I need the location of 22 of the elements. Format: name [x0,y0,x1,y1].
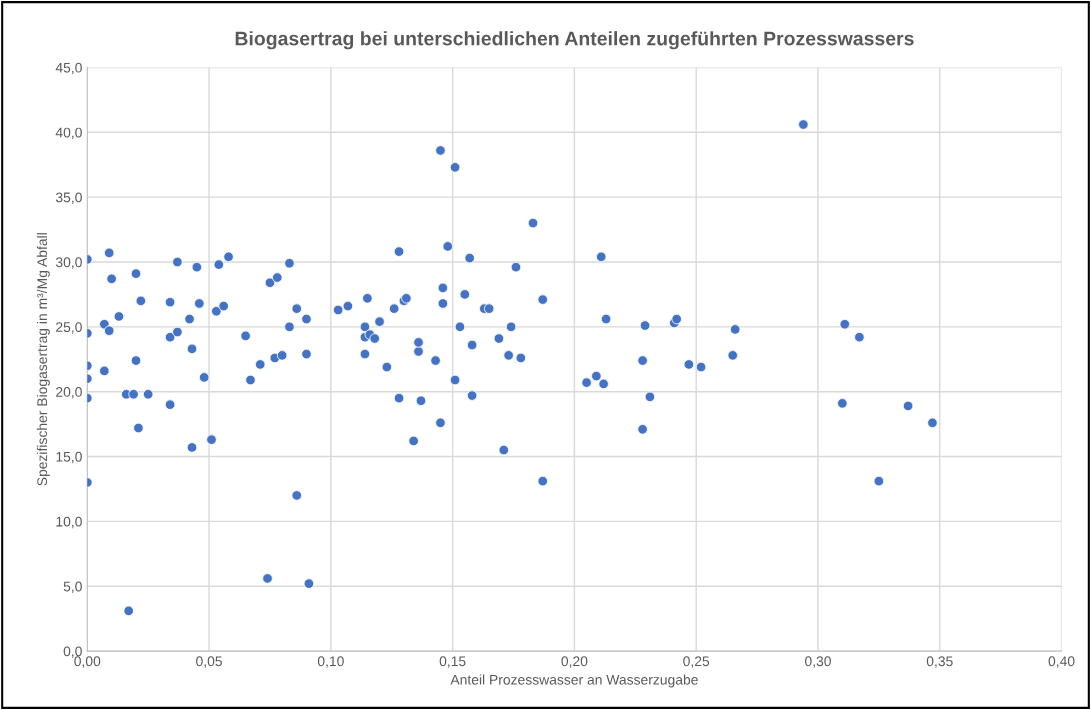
chart-title: Biogasertrag bei unterschiedlichen Anteilen zugeführten Prozesswassers [235,31,914,50]
x-tick-label: 0,25 [683,656,710,668]
y-tick-label: 25,0 [56,322,82,334]
x-tick-label: 0,10 [317,656,344,668]
x-tick-label: 0,30 [805,656,831,668]
y-tick-label: 20,0 [56,387,82,399]
y-tick-label: 45,0 [55,62,82,75]
y-tick-label: 35,0 [55,192,82,204]
y-tick-label: 15,0 [56,451,82,464]
x-tick-label: 0,00 [74,656,101,668]
y-tick-label: 0,0 [63,646,82,658]
x-tick-label: 0,35 [926,656,953,668]
x-tick-label: 0,05 [196,656,222,668]
y-tick-label: 40,0 [55,127,82,140]
y-axis-title: Spezifischer Biogasertrag in m³/Mg Abfall [36,233,50,486]
x-tick-label: 0,40 [1048,656,1075,668]
x-tick-label: 0,15 [439,656,466,668]
y-tick-label: 30,0 [55,257,82,269]
y-tick-label: 5,0 [63,581,82,594]
y-tick-label: 10,0 [56,516,82,529]
x-axis-title: Anteil Prozesswasser an Wasserzugabe [450,674,698,688]
x-tick-label: 0,20 [561,656,588,668]
